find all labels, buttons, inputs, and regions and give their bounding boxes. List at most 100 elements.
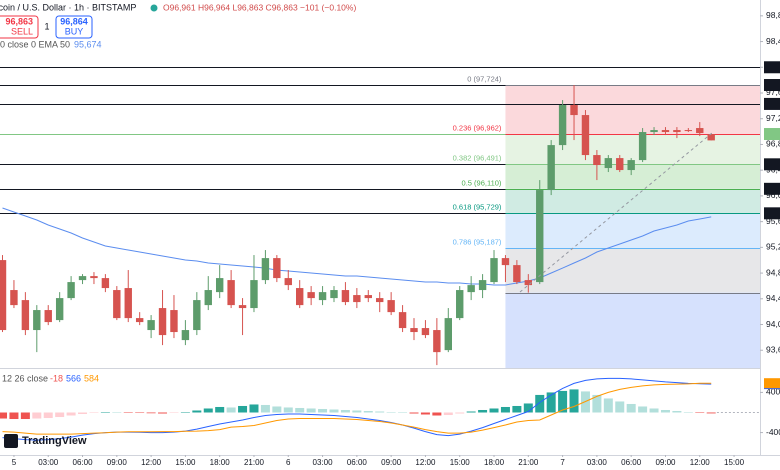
x-tick-label: 03:00 <box>587 458 608 467</box>
candle-body <box>513 265 521 283</box>
macd-histogram-bar <box>135 412 145 414</box>
macd-histogram-bar <box>283 407 293 413</box>
y-tick-label: 95,200 <box>766 242 780 252</box>
fib-label: 0.5 (96,110) <box>462 178 502 187</box>
sell-price: 96,863 <box>5 16 33 26</box>
macd-histogram-bar <box>500 406 510 413</box>
symbol-title: Bitcoin / U.S. Dollar · 1h · BITSTAMP <box>0 2 136 12</box>
macd-histogram-bar <box>466 411 476 413</box>
candle-body <box>113 290 121 319</box>
macd-histogram-bar <box>169 412 179 414</box>
candle-body <box>238 305 247 309</box>
macd-histogram-bar <box>146 412 156 414</box>
macd-histogram-bar <box>32 412 42 419</box>
candle-body <box>170 310 178 333</box>
price-axis <box>760 0 780 455</box>
macd-histogram-bar <box>295 407 305 413</box>
fib-zone <box>505 292 760 368</box>
candle-body <box>296 288 304 306</box>
macd-histogram-bar <box>272 406 282 413</box>
candle-body <box>250 280 258 309</box>
ema-value: 95,674 <box>74 39 102 49</box>
candle-body <box>696 128 704 134</box>
candle-body <box>707 134 715 141</box>
macd-histogram-bar <box>352 410 362 413</box>
candle-body <box>67 282 75 299</box>
sell-label: SELL <box>11 26 33 36</box>
macd-histogram-bar <box>100 412 110 413</box>
candle-body <box>353 295 361 303</box>
candle-body <box>21 300 30 331</box>
candle-body <box>581 115 590 156</box>
fib-label: 0.618 (95,729) <box>453 202 502 211</box>
candle-body <box>673 130 681 133</box>
price-line-tag <box>764 182 780 195</box>
x-tick-label: 03:00 <box>313 458 334 467</box>
candle-body <box>227 280 235 306</box>
x-tick-label: 06:00 <box>73 458 94 467</box>
candle-body <box>147 320 155 331</box>
candle-body <box>124 288 132 319</box>
x-tick-label: 15:00 <box>724 458 745 467</box>
macd-y-tick-label: -400 <box>766 427 780 437</box>
candle-body <box>410 328 418 333</box>
candle-body <box>90 276 98 279</box>
x-tick-label: 15:00 <box>175 458 196 467</box>
x-tick-label: 06:00 <box>347 458 368 467</box>
candle-body <box>33 310 41 331</box>
macd-histogram-bar <box>238 405 248 413</box>
x-tick-label: 15:00 <box>450 458 471 467</box>
brand-logo <box>4 434 18 448</box>
x-tick-label: 5 <box>12 458 17 467</box>
candle-body <box>501 258 510 266</box>
candle-body <box>627 160 635 171</box>
y-tick-label: 97,200 <box>766 113 780 123</box>
macd-histogram-bar <box>569 389 579 413</box>
candle-body <box>158 308 167 336</box>
macd-histogram-bar <box>398 412 408 413</box>
y-tick-label: 98,400 <box>766 36 780 46</box>
indicator-label: 0 close 0 EMA 50 <box>0 39 70 49</box>
macd-histogram-bar <box>9 412 19 420</box>
price-line-tag <box>764 207 780 220</box>
macd-histogram-bar <box>683 411 693 413</box>
fib-label: 0.786 (95,187) <box>453 237 502 246</box>
macd-histogram-bar <box>306 408 316 413</box>
candle-body <box>456 290 464 319</box>
macd-pane-label: 12 26 close <box>2 373 48 383</box>
y-tick-label: 96,800 <box>766 139 780 149</box>
macd-histogram-bar <box>180 412 190 413</box>
macd-histogram-bar <box>626 403 636 413</box>
x-tick-label: 06:00 <box>621 458 642 467</box>
macd-hist-value: -18 <box>50 373 63 383</box>
macd-histogram-bar <box>43 412 53 419</box>
fib-zone <box>505 213 760 249</box>
price-line-tag <box>764 61 780 74</box>
macd-histogram-bar <box>672 410 682 413</box>
candle-body <box>661 130 670 133</box>
candle-body <box>261 258 270 281</box>
macd-histogram-bar <box>203 408 213 413</box>
candle-body <box>558 105 567 146</box>
macd-histogram-bar <box>615 401 625 413</box>
x-tick-label: 03:00 <box>38 458 59 467</box>
overlay: Bitcoin / U.S. Dollar · 1h · BITSTAMP O9… <box>0 2 356 448</box>
ema-line <box>2 207 712 286</box>
sell-button[interactable] <box>0 15 39 39</box>
candle-body <box>684 130 693 132</box>
candle-body <box>44 310 52 323</box>
candle-body <box>284 278 292 286</box>
macd-y-tick-label: 400 <box>766 387 780 397</box>
candle-body <box>478 280 487 291</box>
candle-body <box>604 158 613 169</box>
buy-button[interactable] <box>55 15 93 39</box>
macd-histogram-bar <box>420 412 430 415</box>
candle-body <box>524 280 533 286</box>
candle-body <box>547 145 555 191</box>
price-line-tag <box>764 128 780 141</box>
macd-histogram-bar <box>0 412 8 419</box>
x-tick-label: 12:00 <box>415 458 436 467</box>
price-line-tag <box>764 97 780 110</box>
